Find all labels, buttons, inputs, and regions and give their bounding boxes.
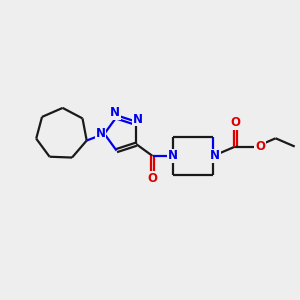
Text: N: N xyxy=(210,149,220,163)
Text: N: N xyxy=(95,127,106,140)
Text: O: O xyxy=(148,172,158,184)
Text: N: N xyxy=(110,106,120,119)
Text: N: N xyxy=(133,112,143,125)
Text: O: O xyxy=(255,140,265,153)
Text: O: O xyxy=(230,116,240,129)
Text: N: N xyxy=(168,149,178,163)
